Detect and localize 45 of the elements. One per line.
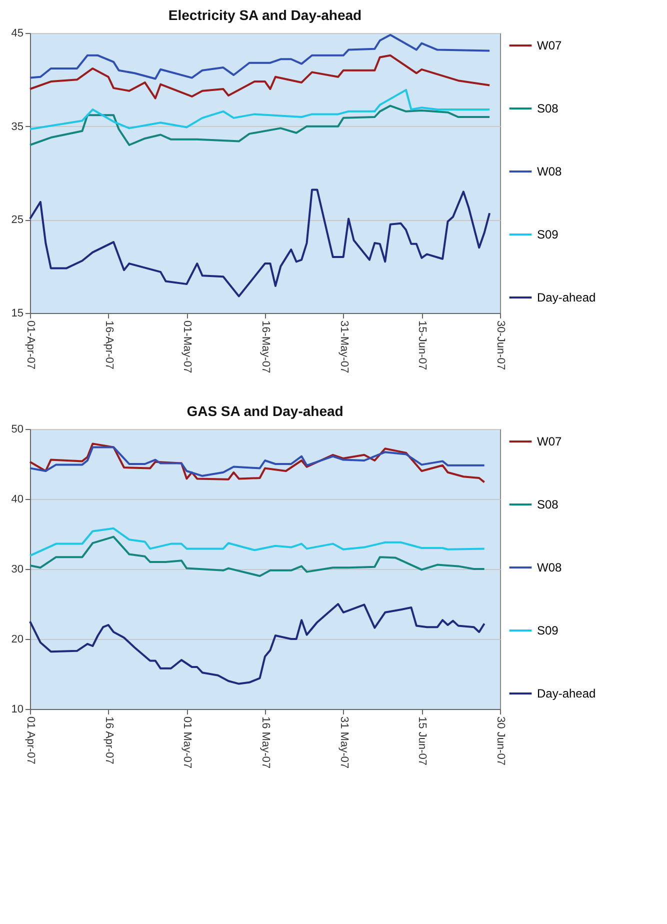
legend-label: Day-ahead bbox=[537, 290, 596, 304]
legend-label: Day-ahead bbox=[537, 686, 596, 700]
line-series bbox=[29, 188, 491, 298]
line-series bbox=[29, 88, 491, 130]
legend-label: S09 bbox=[537, 624, 559, 638]
y-tick-label: 10 bbox=[11, 704, 24, 716]
y-tick-label: 50 bbox=[11, 424, 24, 436]
legend-label: S09 bbox=[537, 228, 559, 242]
legend-label: W07 bbox=[537, 38, 562, 52]
y-tick-label: 45 bbox=[11, 28, 24, 40]
y-tick-label: 35 bbox=[11, 120, 24, 133]
line-series bbox=[29, 446, 486, 477]
x-tick-label: 16 Apr-07 bbox=[102, 716, 115, 764]
line-series bbox=[29, 34, 491, 80]
legend-label: S08 bbox=[537, 498, 559, 512]
y-tick-label: 25 bbox=[11, 214, 24, 226]
x-tick-label: 01-Apr-07 bbox=[24, 320, 36, 370]
x-tick-label: 15-Jun-07 bbox=[416, 320, 428, 370]
y-tick-label: 30 bbox=[11, 564, 24, 576]
y-tick-label: 20 bbox=[11, 634, 24, 646]
y-tick-label: 15 bbox=[11, 308, 24, 320]
x-tick-label: 01-May-07 bbox=[181, 320, 194, 374]
legend-label: S08 bbox=[537, 102, 559, 116]
chart-title: GAS SA and Day-ahead bbox=[186, 403, 344, 419]
x-tick-label: 16-Apr-07 bbox=[102, 320, 115, 370]
x-tick-label: 30-Jun-07 bbox=[494, 320, 506, 370]
line-series bbox=[29, 536, 486, 577]
x-tick-label: 16 May-07 bbox=[260, 716, 272, 768]
line-series bbox=[29, 527, 486, 557]
line-series bbox=[29, 54, 491, 100]
legend-label: W08 bbox=[537, 560, 562, 574]
x-tick-label: 01 May-07 bbox=[181, 716, 194, 768]
x-tick-label: 30 Jun-07 bbox=[494, 716, 506, 766]
y-tick-label: 40 bbox=[11, 494, 24, 506]
line-series bbox=[29, 442, 486, 484]
chart-title: Electricity SA and Day-ahead bbox=[168, 7, 362, 23]
x-tick-label: 01 Apr-07 bbox=[24, 716, 36, 764]
x-tick-label: 15 Jun-07 bbox=[416, 716, 428, 766]
x-tick-label: 31 May-07 bbox=[338, 716, 350, 768]
legend-label: W08 bbox=[537, 164, 562, 178]
legend-label: W07 bbox=[537, 434, 562, 448]
line-series bbox=[29, 104, 491, 146]
x-tick-label: 16-May-07 bbox=[260, 320, 272, 374]
x-tick-label: 31-May-07 bbox=[338, 320, 350, 374]
line-series bbox=[29, 603, 486, 685]
